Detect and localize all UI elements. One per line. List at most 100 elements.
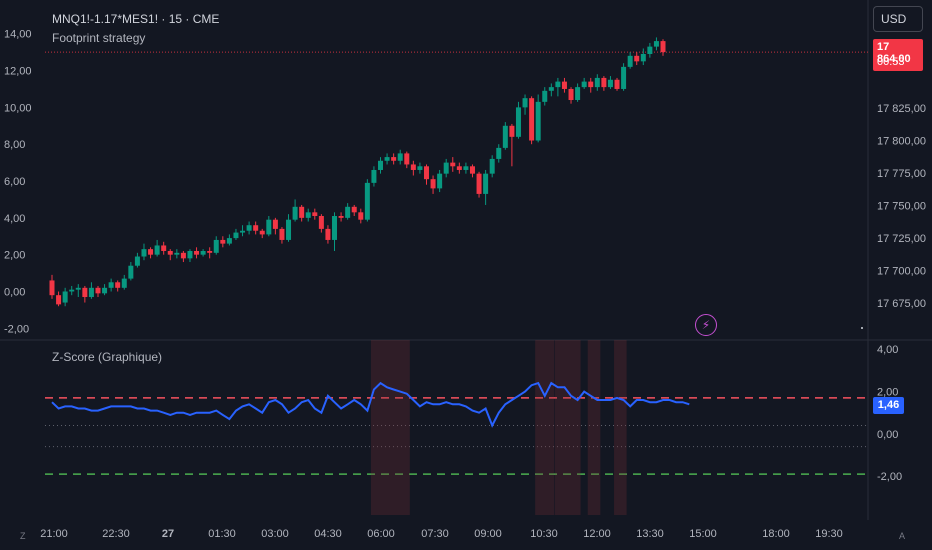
- candle-body: [194, 250, 200, 255]
- candle-body: [450, 162, 456, 167]
- candle-body: [621, 66, 627, 89]
- candle-body: [345, 206, 351, 218]
- candle-body: [647, 46, 653, 54]
- time-axis-tick: 04:30: [314, 528, 342, 540]
- candle-body: [161, 245, 167, 251]
- candle-body: [430, 179, 436, 189]
- flash-icon[interactable]: ⚡: [695, 314, 717, 336]
- currency-button[interactable]: USD: [873, 6, 923, 32]
- candle-body: [397, 153, 403, 161]
- left-axis-tick: -2,00: [4, 323, 29, 335]
- candle-body: [555, 81, 561, 88]
- time-axis-tick: 21:00: [40, 528, 68, 540]
- candle-body: [338, 216, 344, 218]
- candle-body: [56, 295, 62, 305]
- time-axis-tick: 12:00: [583, 528, 611, 540]
- signal-highlight: [587, 340, 601, 515]
- candle-body: [588, 81, 594, 88]
- candle-body: [128, 265, 134, 279]
- right-axis-tick: 17 700,00: [877, 266, 926, 278]
- cursor-dot: [861, 327, 863, 329]
- signal-highlight: [614, 340, 627, 515]
- candle-body: [102, 287, 108, 294]
- candle-body: [378, 160, 383, 170]
- candle-body: [332, 216, 338, 240]
- candle-body: [515, 107, 521, 137]
- zscore-axis-tick: 0,00: [877, 429, 898, 441]
- candle-body: [167, 250, 173, 255]
- time-axis-tick: 03:00: [261, 528, 289, 540]
- time-axis-tick: 10:30: [530, 528, 558, 540]
- left-axis-tick: 14,00: [4, 29, 32, 41]
- right-axis-tick: 17 750,00: [877, 201, 926, 213]
- candle-body: [634, 55, 640, 62]
- right-axis-tick: 17 775,00: [877, 168, 926, 180]
- candle-body: [575, 87, 581, 101]
- candle-body: [653, 41, 659, 47]
- candle-body: [305, 212, 311, 218]
- candle-body: [437, 173, 443, 189]
- candle-body: [522, 98, 528, 108]
- zscore-pane-title[interactable]: Z-Score (Graphique): [52, 350, 163, 364]
- candle-body: [49, 280, 55, 296]
- left-axis-tick: 4,00: [4, 213, 25, 225]
- time-axis-tick: 01:30: [208, 528, 236, 540]
- candle-body: [581, 81, 587, 88]
- zscore-line: [51, 381, 690, 428]
- candle-body: [299, 206, 305, 218]
- candle-body: [529, 98, 535, 141]
- candle-body: [134, 256, 140, 266]
- right-axis-tick: 17 725,00: [877, 233, 926, 245]
- candle-body: [443, 162, 449, 174]
- left-axis-tick: 6,00: [4, 176, 25, 188]
- candle-body: [200, 250, 206, 255]
- candle-body: [502, 125, 508, 148]
- candle-body: [62, 291, 68, 303]
- signal-highlight: [554, 340, 581, 515]
- candle-body: [259, 230, 265, 235]
- candle-body: [292, 206, 298, 220]
- candle-body: [121, 278, 127, 288]
- candle-body: [279, 228, 285, 240]
- candle-body: [423, 166, 429, 180]
- candle-body: [253, 225, 259, 231]
- candle-body: [75, 287, 81, 290]
- candle-body: [240, 230, 246, 233]
- candle-body: [220, 239, 226, 244]
- candle-body: [509, 125, 515, 137]
- candle-body: [384, 157, 390, 161]
- left-axis-tick: 10,00: [4, 102, 32, 114]
- candle-body: [364, 182, 370, 220]
- candle-body: [272, 219, 278, 229]
- candle-body: [180, 252, 186, 259]
- timezone-toggle[interactable]: Z: [20, 531, 26, 541]
- zscore-value-tag: 1,46: [873, 397, 904, 414]
- candle-body: [594, 77, 600, 88]
- symbol-title[interactable]: MNQ1!-1.17*MES1! · 15 · CME: [52, 12, 220, 26]
- candle-body: [483, 173, 489, 194]
- candle-body: [358, 212, 364, 220]
- candle-body: [417, 166, 423, 170]
- candle-body: [213, 239, 219, 253]
- candle-body: [233, 232, 239, 239]
- right-axis-tick: 17 825,00: [877, 103, 926, 115]
- candle-body: [614, 79, 620, 89]
- candle-body: [148, 249, 154, 255]
- time-axis-tick: 13:30: [636, 528, 664, 540]
- candle-body: [95, 287, 101, 294]
- time-axis-tick: 22:30: [102, 528, 130, 540]
- candle-body: [351, 206, 357, 213]
- time-axis-tick: 07:30: [421, 528, 449, 540]
- time-axis-tick: 09:00: [474, 528, 502, 540]
- candle-body: [371, 169, 377, 183]
- signal-highlight: [535, 340, 555, 515]
- signal-highlight: [370, 340, 410, 515]
- indicator-title[interactable]: Footprint strategy: [52, 31, 146, 45]
- candle-body: [660, 41, 666, 53]
- last-price-tag: 17 864,00 00:53: [873, 39, 923, 71]
- candle-body: [141, 249, 147, 257]
- time-axis-tick: 27: [162, 528, 174, 540]
- auto-scale-toggle[interactable]: A: [899, 531, 906, 541]
- candle-body: [535, 101, 541, 141]
